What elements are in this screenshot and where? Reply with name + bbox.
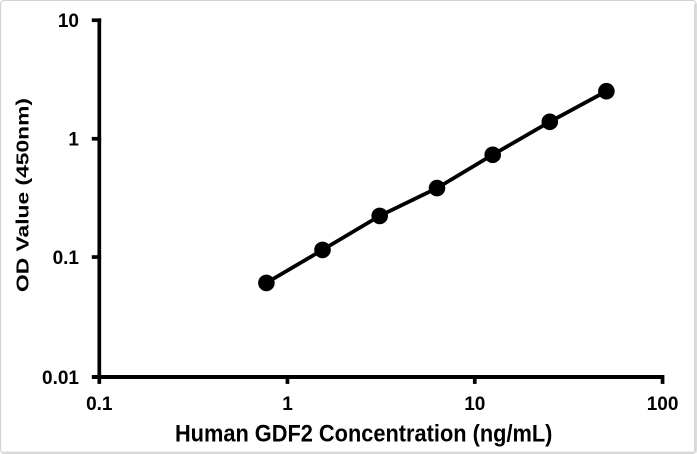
svg-text:0.1: 0.1 bbox=[53, 248, 80, 269]
svg-text:Human GDF2 Concentration (ng/m: Human GDF2 Concentration (ng/mL) bbox=[175, 421, 553, 448]
svg-text:1: 1 bbox=[68, 130, 79, 151]
svg-text:OD Value (450nm): OD Value (450nm) bbox=[13, 98, 33, 292]
svg-text:0.01: 0.01 bbox=[42, 368, 79, 389]
svg-text:100: 100 bbox=[647, 394, 679, 415]
svg-text:10: 10 bbox=[58, 11, 79, 32]
svg-text:1: 1 bbox=[282, 394, 293, 415]
svg-text:10: 10 bbox=[464, 394, 485, 415]
svg-text:0.1: 0.1 bbox=[86, 394, 113, 415]
